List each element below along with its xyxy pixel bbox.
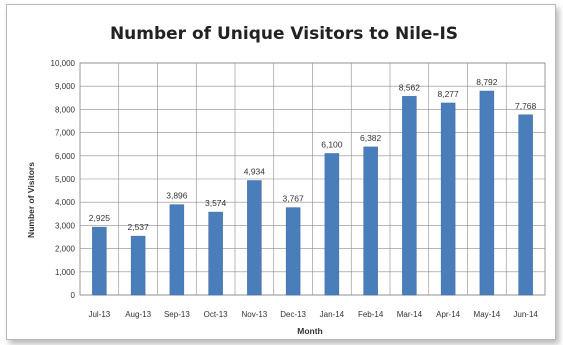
y-tick-label: 0: [71, 291, 76, 300]
bar: [169, 204, 185, 296]
x-tick-label: Mar-14: [397, 310, 423, 319]
bar: [363, 146, 378, 296]
bar: [130, 235, 146, 296]
x-tick-label: Jun-14: [513, 310, 538, 319]
bar: [324, 153, 340, 296]
bar: [247, 180, 262, 296]
chart-title: Number of Unique Visitors to Nile-IS: [110, 24, 458, 44]
x-tick-label: Sep-13: [164, 310, 190, 319]
x-tick-label: Apr-14: [436, 310, 461, 319]
bar-chart: Number of Unique Visitors to Nile-IS 2,9…: [26, 24, 546, 336]
bar: [479, 90, 495, 296]
x-tick-label: Jan-14: [320, 310, 345, 319]
data-label: 8,562: [399, 82, 421, 92]
bar: [92, 226, 107, 296]
data-label: 4,934: [244, 167, 266, 177]
y-tick-label: 9,000: [55, 82, 76, 91]
y-tick-label: 6,000: [55, 152, 76, 161]
x-tick-label: Dec-13: [280, 310, 306, 319]
data-label: 2,925: [89, 213, 111, 223]
y-tick-label: 1,000: [55, 268, 76, 277]
bar: [440, 102, 456, 296]
bar: [518, 114, 533, 296]
chart-frame: Number of Unique Visitors to Nile-IS 2,9…: [6, 4, 556, 340]
bar: [208, 211, 223, 296]
y-axis-title: Number of Visitors: [26, 162, 36, 238]
data-label: 7,768: [515, 101, 537, 111]
data-label: 3,896: [166, 191, 188, 201]
y-tick-label: 4,000: [55, 198, 76, 207]
y-tick-label: 10,000: [51, 59, 76, 68]
data-label: 6,382: [360, 133, 382, 143]
data-label: 8,277: [437, 89, 459, 99]
data-label: 8,792: [476, 77, 498, 87]
y-tick-label: 5,000: [55, 175, 76, 184]
x-tick-label: Feb-14: [358, 310, 384, 319]
data-label: 3,574: [205, 198, 227, 208]
x-tick-label: Aug-13: [125, 310, 151, 319]
gridlines: [79, 62, 546, 296]
data-label: 2,537: [127, 222, 149, 232]
data-labels: 2,925 2,537 3,896 3,574 4,934 3,767 6,100 6,382…: [89, 77, 537, 232]
axes: 0 1,000 2,000 3,000 4,000 5,000 6,000 7,000 8,00…: [51, 59, 539, 319]
y-tick-label: 7,000: [55, 129, 76, 138]
data-label: 3,767: [282, 194, 304, 204]
bar: [285, 207, 301, 296]
bar: [402, 96, 417, 296]
y-tick-label: 8,000: [55, 105, 76, 114]
x-tick-label: Nov-13: [241, 310, 267, 319]
bars: [92, 90, 533, 296]
data-label: 6,100: [321, 139, 343, 149]
x-axis-title: Month: [297, 326, 323, 336]
x-tick-label: May-14: [474, 310, 501, 319]
y-tick-label: 3,000: [55, 221, 76, 230]
y-tick-label: 2,000: [55, 245, 76, 254]
x-tick-label: Oct-13: [204, 310, 229, 319]
x-tick-label: Jul-13: [88, 310, 110, 319]
